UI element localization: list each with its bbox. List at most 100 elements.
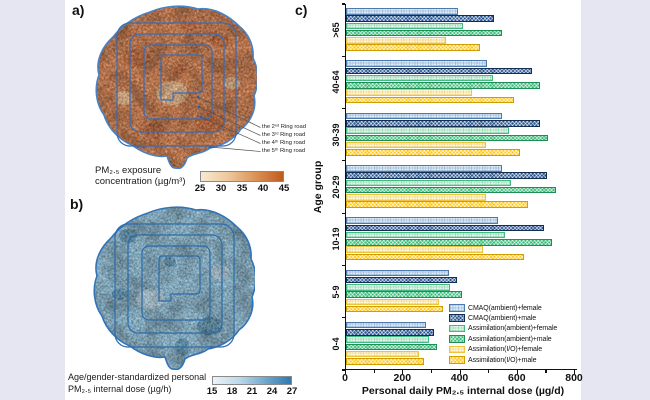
cb-b-tick-21: 21	[246, 386, 258, 397]
legend-item-Assimilation(I/O)+male: Assimilation(I/O)+male	[449, 355, 557, 365]
colorbar-b-gradient	[212, 376, 292, 385]
colorbar-b-caption: Age/gender-standardized personal PM₂.₅ i…	[68, 372, 206, 395]
y-tick-label-10-19: 10-19	[331, 227, 341, 251]
x-tick-label-800: 800	[565, 372, 583, 384]
bar-group-0-4	[346, 318, 577, 370]
x-tick-800	[574, 370, 576, 374]
map-a-image	[95, 5, 259, 170]
bar-Assimilation(I/O)+male-0-4	[346, 358, 425, 365]
legend-swatch-Assimilation(I/O)+female	[449, 345, 465, 354]
panel-b-label: b)	[70, 196, 84, 212]
y-tick-label-30-39: 30-39	[331, 123, 341, 147]
bar-Assimilation(I/O)+male-20-29	[346, 201, 528, 208]
figure-paper: a)	[65, 0, 583, 400]
legend-swatch-Assimilation(ambient)+male	[449, 335, 465, 343]
legend-item-CMAQ(ambient)+female: CMAQ(ambient)+female	[449, 303, 557, 313]
cb-b-tick-27: 27	[286, 386, 298, 397]
map-b-boundary	[93, 206, 257, 371]
x-minor-tick-700	[545, 370, 547, 373]
colorbar-a-caption: PM₂.₅ exposure concentration (µg/m³)	[95, 165, 185, 187]
bar-Assimilation(ambient)+male->65	[346, 29, 502, 37]
cb-b-tick-18: 18	[226, 386, 238, 397]
legend-label: Assimilation(ambient)+female	[468, 325, 558, 333]
y-tick-3	[341, 160, 345, 162]
bar-CMAQ(ambient)+female-0-4	[346, 321, 427, 329]
bar-Assimilation(I/O)+male-5-9	[346, 305, 443, 313]
y-tick-label-40-64: 40-64	[331, 70, 341, 94]
y-tick-0	[341, 3, 345, 5]
colorbar-b-caption-line1: Age/gender-standardized personal	[68, 372, 207, 382]
bar-Assimilation(I/O)+female-30-39	[346, 141, 486, 149]
bar-CMAQ(ambient)+male-5-9	[346, 276, 457, 284]
bar-CMAQ(ambient)+female-20-29	[346, 165, 503, 172]
x-axis-label: Personal daily PM₂.₅ internal dose (µg/d…	[361, 385, 565, 397]
cb-b-tick-24: 24	[266, 386, 278, 397]
legend-label: CMAQ(ambient)+female	[468, 304, 542, 312]
x-tick-600	[516, 370, 518, 374]
y-tick-5	[341, 264, 345, 266]
bar-Assimilation(ambient)+female-10-19	[346, 231, 506, 239]
internal-dose-map	[90, 204, 257, 375]
bar-CMAQ(ambient)+female-40-64	[346, 60, 487, 67]
bar-Assimilation(I/O)+male->65	[346, 44, 481, 51]
y-tick-label->65: >65	[331, 22, 341, 38]
x-minor-tick-500	[488, 370, 490, 373]
bar-Assimilation(I/O)+male-40-64	[346, 96, 515, 104]
bar-Assimilation(I/O)+female->65	[346, 37, 447, 44]
pm25-exposure-map	[92, 3, 259, 174]
x-minor-tick-300	[430, 370, 433, 373]
bar-CMAQ(ambient)+female-30-39	[346, 112, 503, 120]
map-b-ring-roads	[114, 223, 235, 348]
cb-a-tick-35: 35	[236, 183, 248, 194]
bar-CMAQ(ambient)+male-0-4	[346, 329, 434, 336]
cb-b-tick-15: 15	[206, 386, 218, 397]
y-tick-4	[341, 212, 345, 214]
legend-item-Assimilation(I/O)+female: Assimilation(I/O)+female	[449, 345, 557, 355]
cb-a-tick-45: 45	[278, 183, 290, 194]
bar-CMAQ(ambient)+female-10-19	[346, 217, 498, 224]
ring-road-label-2nd: the 2ⁿᵈ Ring road	[262, 123, 306, 130]
bar-Assimilation(I/O)+female-20-29	[346, 194, 487, 201]
legend-label: CMAQ(ambient)+male	[468, 315, 537, 323]
bar-group-30-39	[346, 109, 577, 161]
y-tick-label-20-29: 20-29	[331, 175, 341, 199]
bar-Assimilation(I/O)+male-10-19	[346, 253, 525, 261]
x-tick-400	[459, 370, 461, 374]
bar-Assimilation(ambient)+male-30-39	[346, 134, 548, 141]
colorbar-a-gradient	[200, 171, 284, 182]
bar-CMAQ(ambient)+male-40-64	[346, 67, 533, 75]
legend-swatch-Assimilation(ambient)+female	[449, 324, 465, 333]
bar-Assimilation(ambient)+male-0-4	[346, 343, 437, 351]
legend-label: Assimilation(I/O)+male	[468, 356, 537, 364]
x-tick-200	[402, 370, 404, 374]
bar-Assimilation(ambient)+male-40-64	[346, 82, 541, 89]
colorbar-b-caption-line2: PM₂.₅ internal dose (µg/h)	[68, 383, 172, 394]
y-tick-label-5-9: 5-9	[331, 285, 341, 299]
panel-a-label: a)	[72, 2, 85, 18]
bar-CMAQ(ambient)+male-10-19	[346, 224, 545, 232]
legend-item-Assimilation(ambient)+male: Assimilation(ambient)+male	[449, 334, 557, 344]
cb-a-tick-40: 40	[257, 183, 269, 194]
legend-item-CMAQ(ambient)+male: CMAQ(ambient)+male	[449, 313, 557, 323]
bar-Assimilation(ambient)+male-20-29	[346, 186, 557, 194]
legend-swatch-Assimilation(I/O)+male	[449, 356, 465, 364]
x-tick-0	[345, 370, 347, 374]
legend-swatch-CMAQ(ambient)+male	[449, 314, 465, 322]
map-a-ring-roads	[116, 22, 237, 147]
legend: CMAQ(ambient)+female CMAQ(ambient)+male As…	[449, 303, 557, 365]
bar-Assimilation(I/O)+female-0-4	[346, 350, 419, 358]
bar-Assimilation(I/O)+female-40-64	[346, 89, 472, 96]
x-tick-label-400: 400	[450, 372, 469, 384]
bar-CMAQ(ambient)+male->65	[346, 15, 495, 22]
y-tick-2	[341, 108, 345, 110]
y-axis-label: Age group	[312, 160, 324, 214]
bar-Assimilation(ambient)+female-40-64	[346, 74, 494, 82]
bar-Assimilation(I/O)+female-10-19	[346, 246, 484, 253]
panel-c-label: c)	[295, 2, 308, 18]
x-tick-label-200: 200	[393, 372, 412, 384]
bar-Assimilation(ambient)+female-20-29	[346, 179, 511, 187]
bar-group-20-29	[346, 161, 577, 213]
bar-Assimilation(ambient)+male-10-19	[346, 239, 553, 246]
bar-CMAQ(ambient)+male-20-29	[346, 172, 547, 179]
